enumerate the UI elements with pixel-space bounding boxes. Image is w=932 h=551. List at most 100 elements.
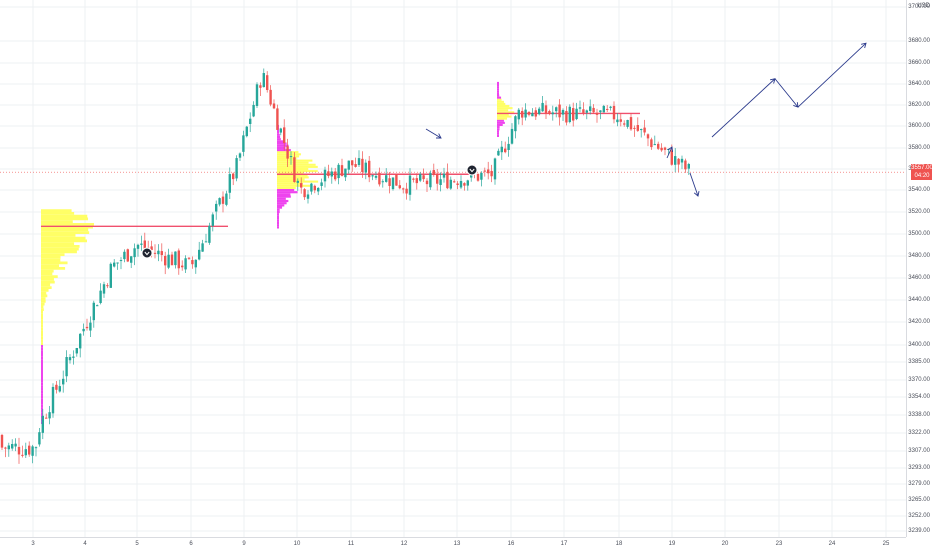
profile-row [41,362,43,365]
chart-pane[interactable] [0,0,906,537]
grid [0,0,906,537]
candle-body [102,284,106,294]
candle-body [334,171,337,180]
time-axis[interactable]: 3 4 5 6 9 10 11 12 13 16 17 18 19 20 23 24 25 [0,537,906,551]
profile-row [41,401,43,405]
candle-body [606,108,609,110]
profile-row [41,220,73,223]
profile-row [41,345,43,348]
profile-row [277,140,285,143]
profile-row [41,236,86,240]
profile-row [277,135,281,139]
arrow-line [425,128,442,139]
price-tick-label: 3520.00 [908,209,930,215]
candle-body [215,203,218,212]
candle-body [310,183,313,192]
candle-body [364,162,367,173]
profile-row [41,234,76,237]
profile-row [41,280,55,284]
candle-body [487,169,490,174]
candle-body [337,164,340,179]
candle-body [167,254,170,268]
profile-row [277,146,286,150]
candle-body [245,126,248,137]
candle-body [572,108,575,121]
candle-body [306,194,310,199]
price-tick-label: 3420.00 [908,319,930,325]
time-tick-label: 18 [615,541,623,547]
profile-row [277,182,303,185]
candle-body [21,454,24,456]
projection-path-segment [797,42,867,108]
profile-row [497,84,499,87]
profile-row [41,333,43,337]
candle-body [582,109,585,113]
candle-body [303,189,306,198]
drawings[interactable] [141,42,867,259]
price-tick-label: 3252.00 [908,513,930,519]
candle-body [660,147,663,151]
profile-row [41,283,51,287]
profile-row [41,398,43,402]
profile-row [41,305,44,309]
candle-body [198,249,201,260]
price-chart[interactable] [0,0,906,537]
candle-body [527,111,531,115]
candle-body [177,250,180,269]
profile-row [277,133,280,136]
arrow-line [689,172,699,197]
candle-body [565,110,568,123]
arrowhead [693,191,700,197]
candle-body [300,183,303,188]
profile-row [277,184,311,187]
profile-row [277,193,291,196]
profile-row [41,368,43,371]
candle-body [500,146,503,153]
profile-row [41,231,90,234]
profile-row [277,163,316,166]
price-tick-label: 3400.00 [908,342,930,348]
profile-row [41,253,65,256]
candle-body [82,328,85,332]
candle-body [490,170,493,177]
price-tick-label: 3265.00 [908,497,930,503]
candle-body [650,139,653,148]
candle-body [361,158,364,173]
candle-body [575,108,578,120]
price-tick-label: 3640.00 [908,81,930,87]
candle-body [160,251,163,256]
profile-row [41,336,43,340]
candle-body [38,432,41,445]
candle-body [174,251,177,266]
profile-row [41,395,43,399]
candle-body [507,143,510,150]
profile-row [497,130,499,133]
candle-body [436,173,439,184]
candle-body [391,177,395,190]
price-tick-label: 3620.00 [908,102,930,108]
profile-row [497,128,500,131]
profile-row [277,170,318,173]
candle-body [415,178,418,184]
profile-row [497,102,506,105]
profile-row [277,178,305,181]
profile-row [41,311,43,314]
price-axis[interactable]: USD 3700.00 3680.00 3660.00 3640.00 3620.00 3… [906,0,932,537]
candle-body [419,173,422,181]
candle-body [643,127,646,133]
candle-body [551,112,554,115]
candle-body [208,225,211,243]
candle-body [592,107,595,113]
candle-body [544,105,548,114]
candle-body [89,322,92,331]
candle-body [31,446,34,456]
candle-body [58,386,61,392]
candle-body [541,102,544,112]
profile-row [41,245,80,248]
candle-body [140,243,143,245]
candle-body [531,113,534,117]
profile-row [497,132,499,135]
profile-row [277,174,308,177]
candle-body [493,158,497,180]
profile-row [41,342,43,345]
